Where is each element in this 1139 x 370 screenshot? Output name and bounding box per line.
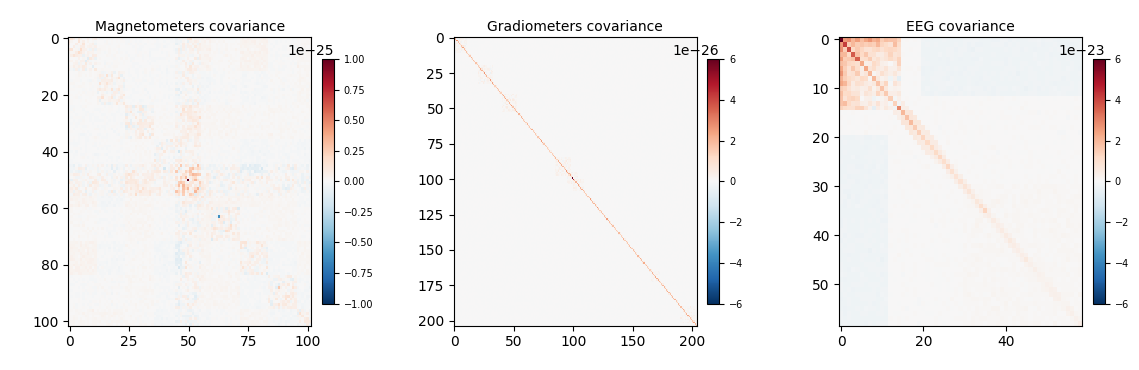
Title: Gradiometers covariance: Gradiometers covariance	[487, 20, 663, 34]
Title: EEG covariance: EEG covariance	[907, 20, 1015, 34]
Title: Magnetometers covariance: Magnetometers covariance	[95, 20, 285, 34]
